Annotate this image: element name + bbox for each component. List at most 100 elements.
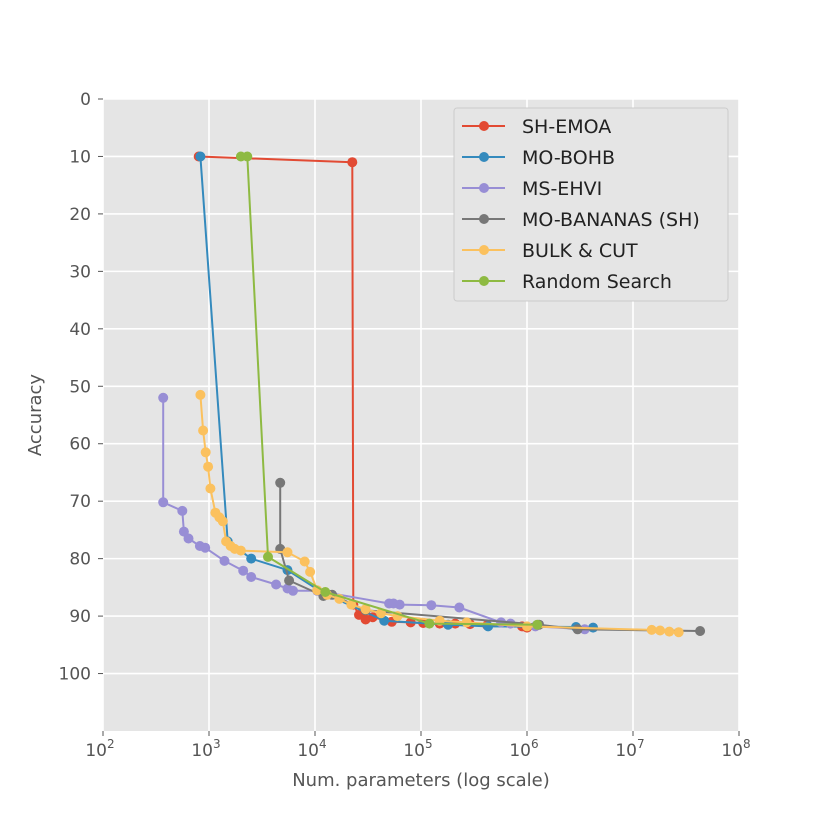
y-tick-label: 20 bbox=[69, 205, 91, 225]
data-point bbox=[282, 547, 293, 558]
data-point bbox=[158, 497, 169, 508]
legend-swatch-marker bbox=[479, 152, 489, 162]
series-5 bbox=[235, 151, 543, 630]
data-point bbox=[235, 545, 246, 556]
y-axis-label: Accuracy bbox=[25, 374, 46, 457]
x-tick-label: 102 bbox=[85, 737, 114, 761]
data-point bbox=[424, 618, 435, 629]
data-point bbox=[305, 566, 316, 577]
data-point bbox=[217, 516, 228, 527]
data-point bbox=[299, 556, 310, 567]
y-tick-label: 0 bbox=[80, 90, 91, 110]
data-point bbox=[284, 575, 295, 586]
x-tick-label: 105 bbox=[403, 737, 432, 761]
y-tick-label: 50 bbox=[69, 377, 91, 397]
data-point bbox=[200, 542, 211, 553]
y-tick-label: 60 bbox=[69, 435, 91, 455]
data-point bbox=[200, 447, 211, 458]
data-point bbox=[454, 602, 465, 613]
data-point bbox=[426, 600, 437, 611]
x-tick-base: 10 bbox=[191, 741, 213, 761]
data-point bbox=[195, 151, 206, 162]
x-tick-label: 108 bbox=[721, 737, 750, 761]
series-layer bbox=[158, 151, 706, 638]
x-tick-base: 10 bbox=[615, 741, 637, 761]
data-point bbox=[655, 625, 666, 636]
data-point bbox=[238, 565, 249, 576]
x-axis-label: Num. parameters (log scale) bbox=[292, 770, 550, 791]
legend-item: BULK & CUT bbox=[462, 240, 638, 262]
data-point bbox=[379, 615, 390, 626]
x-tick-base: 10 bbox=[297, 741, 319, 761]
data-point bbox=[664, 626, 675, 637]
data-point bbox=[394, 599, 405, 610]
legend-box bbox=[453, 107, 729, 302]
legend-label: MO-BOHB bbox=[522, 147, 615, 169]
y-tick-label: 90 bbox=[69, 607, 91, 627]
legend-label: Random Search bbox=[522, 271, 672, 293]
x-tick-label: 103 bbox=[191, 737, 220, 761]
y-tick-label: 10 bbox=[69, 147, 91, 167]
y-tick-label: 30 bbox=[69, 262, 91, 282]
legend-label: BULK & CUT bbox=[522, 240, 638, 262]
data-point bbox=[219, 555, 230, 566]
y-tick-label: 40 bbox=[69, 320, 91, 340]
data-point bbox=[695, 626, 706, 636]
data-point bbox=[320, 587, 331, 597]
legend-label: MS-EHVI bbox=[522, 178, 602, 200]
data-point bbox=[646, 624, 657, 635]
y-tick-label: 100 bbox=[59, 665, 91, 685]
legend-label: MO-BANANAS (SH) bbox=[522, 209, 700, 231]
data-point bbox=[242, 151, 253, 162]
data-point bbox=[673, 627, 684, 638]
data-point bbox=[347, 157, 358, 168]
data-point bbox=[360, 604, 371, 615]
legend-swatch-marker bbox=[479, 121, 489, 131]
data-point bbox=[203, 461, 214, 472]
data-point bbox=[522, 621, 532, 632]
x-axis-ticks: 102 103 104 105 106 107 108 bbox=[85, 731, 751, 761]
y-tick-label: 70 bbox=[69, 492, 91, 512]
data-point bbox=[158, 392, 169, 403]
legend-swatch-marker bbox=[479, 214, 489, 224]
legend-item: Random Search bbox=[462, 271, 672, 293]
x-tick-base: 10 bbox=[721, 741, 743, 761]
y-tick-label: 80 bbox=[69, 550, 91, 570]
x-tick-base: 10 bbox=[509, 741, 531, 761]
x-tick-label: 106 bbox=[509, 737, 538, 761]
data-point bbox=[246, 572, 257, 582]
data-point bbox=[346, 599, 357, 610]
legend-label: SH-EMOA bbox=[522, 116, 611, 138]
x-tick-exponent: 6 bbox=[531, 737, 539, 751]
x-tick-exponent: 7 bbox=[637, 737, 645, 751]
legend: SH-EMOA MO-BOHB MS-EHVI MO-BANANAS (SH) BULK… bbox=[453, 107, 729, 302]
x-tick-exponent: 8 bbox=[743, 737, 751, 751]
data-point bbox=[246, 553, 257, 564]
data-point bbox=[288, 585, 298, 596]
data-point bbox=[461, 617, 472, 628]
y-axis-ticks: 0 10 20 30 40 50 60 70 80 90 100 bbox=[59, 90, 103, 685]
legend-item: MO-BANANAS (SH) bbox=[462, 209, 700, 231]
legend-item: MS-EHVI bbox=[462, 178, 602, 200]
legend-swatch-marker bbox=[479, 276, 489, 286]
data-point bbox=[198, 425, 209, 436]
x-tick-label: 104 bbox=[297, 737, 326, 761]
data-point bbox=[275, 477, 286, 488]
x-tick-label: 107 bbox=[615, 737, 644, 761]
data-point bbox=[532, 619, 543, 630]
data-point bbox=[177, 505, 188, 516]
legend-item: SH-EMOA bbox=[462, 116, 611, 138]
data-point bbox=[205, 483, 216, 494]
data-point bbox=[195, 389, 206, 400]
legend-item: MO-BOHB bbox=[462, 147, 615, 169]
x-tick-exponent: 3 bbox=[213, 737, 221, 751]
data-point bbox=[271, 579, 282, 590]
legend-swatch-marker bbox=[479, 183, 489, 193]
x-tick-base: 10 bbox=[403, 741, 425, 761]
data-point bbox=[572, 624, 583, 635]
data-point bbox=[263, 551, 273, 562]
x-tick-exponent: 5 bbox=[425, 737, 433, 751]
legend-swatch-marker bbox=[479, 245, 489, 255]
x-tick-exponent: 2 bbox=[107, 737, 115, 751]
